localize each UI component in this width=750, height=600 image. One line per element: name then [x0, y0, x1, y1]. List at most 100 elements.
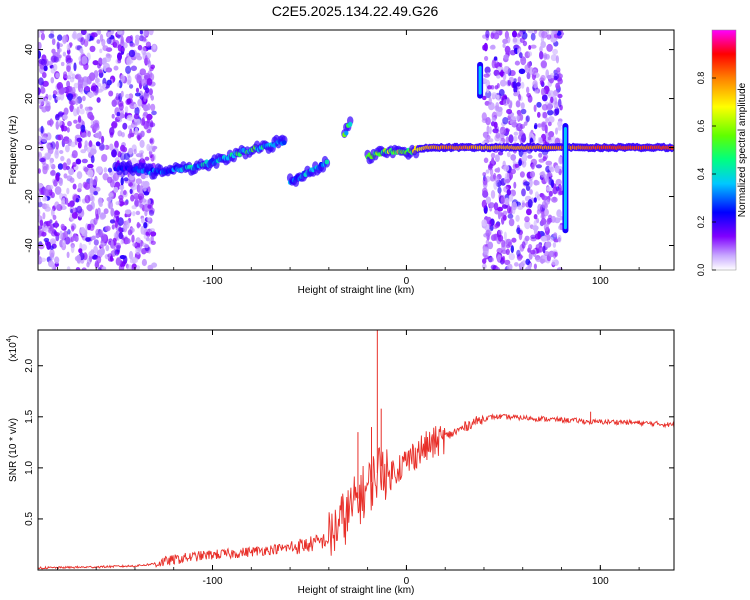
noise-speckle: [537, 203, 543, 212]
noise-speckle: [498, 151, 504, 156]
noise-speckle: [527, 51, 533, 57]
noise-speckle: [111, 113, 115, 119]
noise-speckle: [117, 58, 122, 64]
noise-speckle: [554, 164, 560, 174]
noise-speckle: [485, 229, 491, 237]
noise-speckle: [45, 220, 51, 227]
noise-speckle: [38, 135, 41, 143]
x-tick-label: 100: [592, 276, 609, 287]
noise-speckle: [138, 35, 145, 42]
noise-speckle: [148, 88, 153, 96]
noise-speckle: [84, 140, 88, 148]
noise-speckle: [137, 135, 141, 141]
noise-speckle: [79, 88, 84, 94]
noise-speckle: [554, 251, 558, 257]
noise-speckle: [110, 239, 114, 248]
noise-speckle: [113, 186, 119, 193]
noise-speckle: [551, 196, 558, 203]
noise-speckle: [557, 78, 563, 85]
noise-speckle: [73, 82, 79, 89]
noise-speckle: [39, 188, 44, 196]
noise-speckle: [39, 219, 44, 227]
noise-speckle: [513, 181, 517, 189]
noise-speckle: [495, 132, 501, 139]
noise-speckle: [541, 200, 547, 209]
spectrogram-frame: [37, 29, 675, 271]
noise-speckle: [518, 231, 523, 241]
noise-speckle: [523, 121, 528, 126]
noise-speckle: [540, 171, 546, 178]
noise-speckle: [131, 234, 135, 243]
noise-speckle: [148, 209, 155, 216]
noise-speckle: [547, 121, 552, 127]
noise-speckle: [116, 215, 120, 223]
noise-speckle: [481, 219, 488, 227]
noise-speckle: [55, 72, 60, 79]
noise-speckle: [513, 135, 518, 142]
noise-speckle: [120, 90, 124, 98]
noise-speckle: [88, 250, 94, 257]
noise-speckle: [145, 237, 150, 242]
noise-speckle: [97, 267, 102, 270]
noise-speckle: [79, 48, 84, 54]
noise-speckle: [138, 202, 141, 207]
noise-speckle: [129, 42, 136, 48]
noise-speckle: [141, 198, 147, 203]
noise-speckle: [113, 97, 120, 106]
noise-speckle: [497, 234, 504, 242]
noise-speckle: [124, 209, 131, 215]
noise-speckle: [500, 79, 507, 87]
noise-speckle: [547, 136, 551, 141]
noise-speckle: [144, 156, 150, 161]
noise-speckle: [66, 266, 71, 270]
noise-speckle: [558, 156, 564, 165]
noise-speckle: [141, 217, 145, 224]
noise-speckle: [129, 84, 134, 89]
snr-multiplier: (x104): [6, 335, 19, 362]
noise-speckle: [113, 65, 119, 71]
noise-speckle: [120, 144, 126, 152]
noise-speckle: [516, 33, 521, 38]
noise-speckle: [521, 241, 526, 249]
noise-speckle: [143, 104, 149, 112]
noise-speckle: [42, 80, 49, 87]
noise-speckle: [498, 192, 502, 201]
noise-speckle: [534, 233, 542, 240]
noise-speckle: [550, 96, 554, 104]
noise-speckle: [41, 135, 48, 143]
noise-speckle: [530, 234, 536, 239]
noise-speckle: [99, 34, 104, 42]
noise-speckle: [552, 242, 557, 248]
colorbar-tick-label: 0.8: [696, 72, 706, 85]
noise-speckle: [134, 199, 140, 208]
noise-speckle: [75, 198, 80, 203]
noise-speckle: [39, 157, 46, 163]
noise-speckle: [72, 233, 77, 242]
noise-speckle: [544, 124, 548, 134]
noise-speckle: [107, 253, 113, 259]
noise-speckle: [553, 232, 558, 238]
noise-speckle: [150, 240, 156, 245]
noise-speckle: [485, 30, 490, 39]
noise-speckle: [101, 135, 105, 144]
noise-speckle: [149, 137, 155, 145]
noise-speckle: [57, 54, 62, 59]
noise-speckle: [545, 186, 553, 192]
y-tick-label: 0.5: [24, 512, 35, 526]
noise-speckle: [147, 198, 151, 205]
noise-speckle: [520, 261, 524, 269]
noise-speckle: [519, 37, 525, 43]
colorbar-tick-label: 0.2: [696, 216, 706, 229]
noise-speckle: [46, 142, 51, 149]
noise-speckle: [66, 80, 71, 88]
noise-speckle: [496, 167, 501, 173]
noise-speckle: [66, 158, 71, 166]
noise-speckle: [38, 168, 41, 174]
noise-speckle: [555, 127, 558, 135]
noise-speckle: [496, 94, 500, 101]
noise-speckle: [138, 185, 145, 195]
noise-speckle: [130, 65, 137, 72]
noise-speckle: [511, 121, 518, 128]
noise-speckle: [54, 186, 62, 195]
